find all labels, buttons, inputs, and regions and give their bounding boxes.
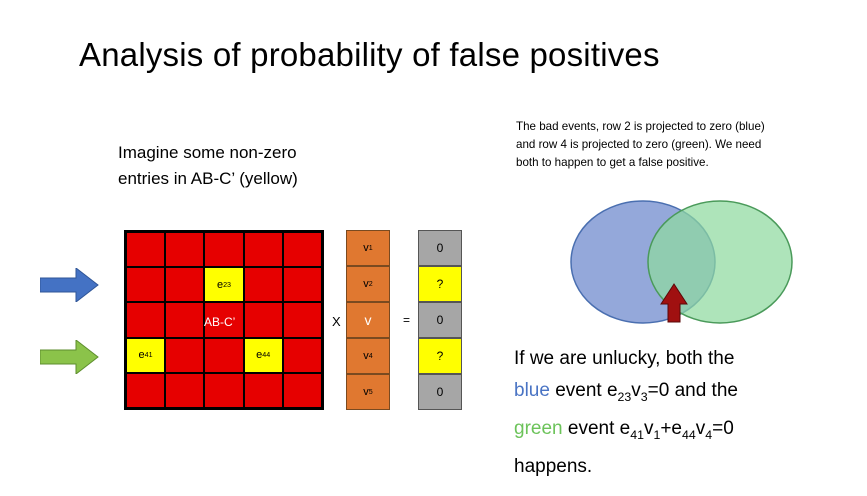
v-entry-3: v bbox=[346, 302, 390, 338]
matrix-cell-e41: e 41 bbox=[126, 337, 166, 373]
conclusion-line-1: If we are unlucky, both the bbox=[514, 348, 735, 369]
result-entry-5: 0 bbox=[418, 374, 462, 410]
conclusion-line-4: happens. bbox=[514, 455, 593, 477]
matrix-cell bbox=[243, 372, 283, 408]
times-sign: X bbox=[332, 314, 341, 329]
matrix-abc: e 23 e 41 e 44 bbox=[124, 230, 324, 410]
venn-green-circle bbox=[647, 200, 793, 324]
bad-events-line-2: and row 4 is projected to zero (green). … bbox=[516, 138, 762, 151]
matrix-cell bbox=[243, 232, 283, 268]
matrix-cell bbox=[165, 232, 205, 268]
blue-row-arrow bbox=[40, 268, 99, 302]
conclusion-line-2: blue event e23v3=0 and the bbox=[514, 380, 738, 404]
matrix-cell bbox=[243, 267, 283, 303]
result-entry-4: ? bbox=[418, 338, 462, 374]
matrix-cell bbox=[126, 302, 166, 338]
result-entry-1: 0 bbox=[418, 230, 462, 266]
matrix-cell bbox=[126, 372, 166, 408]
imagine-line-1: Imagine some non-zero bbox=[118, 143, 297, 162]
imagine-text: Imagine some non-zero entries in AB-C’ (… bbox=[118, 140, 378, 192]
venn-diagram bbox=[570, 200, 793, 324]
matrix-cell bbox=[282, 302, 322, 338]
matrix-cell bbox=[282, 267, 322, 303]
bad-events-text: The bad events, row 2 is projected to ze… bbox=[516, 118, 856, 172]
matrix-cell bbox=[204, 337, 244, 373]
matrix-label: AB-C’ bbox=[204, 315, 236, 329]
conclusion-text: If we are unlucky, both the blue event e… bbox=[514, 343, 864, 483]
matrix-cell bbox=[282, 337, 322, 373]
result-vector: 0 ? 0 ? 0 bbox=[418, 230, 462, 410]
matrix-cell bbox=[126, 267, 166, 303]
blue-word: blue bbox=[514, 380, 550, 401]
equals-sign: = bbox=[403, 313, 411, 327]
conclusion-line-3: green event e41v1+e44v4=0 bbox=[514, 417, 734, 442]
bad-events-line-3: both to happen to get a false positive. bbox=[516, 156, 709, 169]
matrix-cell bbox=[165, 302, 205, 338]
matrix-cell bbox=[165, 372, 205, 408]
matrix-cell bbox=[165, 267, 205, 303]
matrix-cell bbox=[165, 337, 205, 373]
matrix-cell-e44: e 44 bbox=[243, 337, 283, 373]
result-entry-3: 0 bbox=[418, 302, 462, 338]
matrix-cell bbox=[126, 232, 166, 268]
matrix-cell bbox=[204, 232, 244, 268]
matrix-cell-e23: e 23 bbox=[204, 267, 244, 303]
matrix-cell bbox=[204, 372, 244, 408]
green-row-arrow bbox=[40, 340, 99, 374]
matrix-cell bbox=[282, 372, 322, 408]
matrix-cell bbox=[204, 302, 244, 338]
green-word: green bbox=[514, 417, 563, 439]
matrix-cell bbox=[282, 232, 322, 268]
imagine-line-2: entries in AB-C’ (yellow) bbox=[118, 169, 298, 188]
bad-events-line-1: The bad events, row 2 is projected to ze… bbox=[516, 120, 765, 133]
matrix-cell bbox=[243, 302, 283, 338]
result-entry-2: ? bbox=[418, 266, 462, 302]
slide-title: Analysis of probability of false positiv… bbox=[79, 36, 660, 73]
intersection-marker-arrow bbox=[660, 283, 688, 323]
